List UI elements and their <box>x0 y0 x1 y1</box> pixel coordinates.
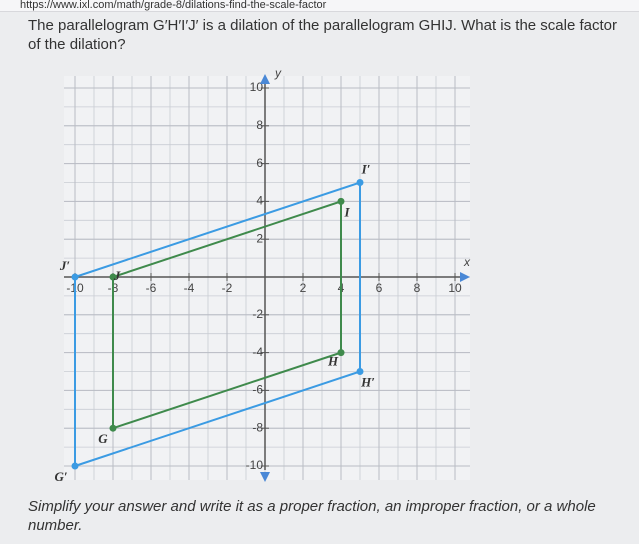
vertex-label: H′ <box>360 374 375 389</box>
vertex-label: G <box>98 431 108 446</box>
y-axis-label: y <box>274 66 282 80</box>
y-tick-label: -2 <box>252 307 263 321</box>
y-tick-label: 8 <box>256 118 263 132</box>
y-axis-arrow <box>260 74 270 84</box>
y-tick-label: -6 <box>252 383 263 397</box>
instruction: Simplify your answer and write it as a p… <box>28 498 596 534</box>
y-tick-label: 10 <box>250 80 264 94</box>
url-bar[interactable]: https://www.ixl.com/math/grade-8/dilatio… <box>0 0 639 12</box>
x-tick-label: -4 <box>184 281 195 295</box>
vertex-point <box>356 179 364 186</box>
x-axis-label: x <box>463 255 471 269</box>
x-tick-label: 10 <box>448 281 462 295</box>
y-tick-label: 4 <box>256 194 263 208</box>
y-tick-label: -10 <box>246 458 264 472</box>
vertex-label: G′ <box>54 469 67 484</box>
y-axis-arrow <box>260 472 270 482</box>
vertex-label: I <box>343 204 350 219</box>
vertex-label: I′ <box>361 161 371 176</box>
vertex-point <box>356 368 364 375</box>
vertex-point <box>71 273 79 281</box>
y-tick-label: -4 <box>252 345 263 359</box>
vertex-label: H <box>327 354 339 369</box>
x-tick-label: 6 <box>376 281 383 295</box>
x-tick-label: -6 <box>146 281 157 295</box>
x-axis-arrow <box>460 272 470 282</box>
vertex-point <box>337 197 345 205</box>
y-tick-label: 6 <box>256 156 263 170</box>
vertex-point <box>109 273 117 281</box>
vertex-label: J′ <box>59 258 71 273</box>
vertex-point <box>71 462 79 470</box>
x-tick-label: -2 <box>222 281 233 295</box>
x-tick-label: 8 <box>414 281 421 295</box>
question: The parallelogram G′H′I′J′ is a dilation… <box>28 17 617 53</box>
y-tick-label: -8 <box>252 420 263 434</box>
vertex-point <box>109 424 117 432</box>
x-tick-label: 2 <box>300 281 307 295</box>
vertex-point <box>337 349 345 357</box>
vertex-label: J <box>113 268 121 283</box>
y-tick-label: 2 <box>256 231 263 245</box>
grid-background <box>64 76 470 480</box>
